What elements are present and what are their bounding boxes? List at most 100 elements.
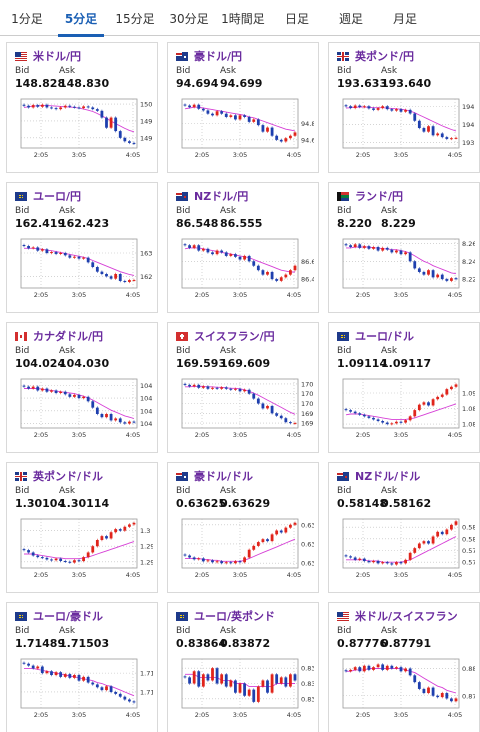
currency-pair-link[interactable]: 英ポンド/円 — [355, 50, 415, 63]
x-tick-label: 4:05 — [287, 291, 302, 299]
mini-chart[interactable]: 94.8 94.6 2:05 3:05 4:05 — [174, 95, 314, 167]
x-tick-label: 3:05 — [394, 431, 409, 439]
candle-body — [422, 402, 426, 405]
mini-chart[interactable]: 163 162.5 2:05 3:05 4:05 — [13, 235, 153, 307]
candle-body — [105, 117, 108, 128]
rate-card[interactable]: カナダドル/円BidAsk104.024104.030104.6104.4104… — [6, 322, 158, 453]
currency-pair-link[interactable]: NZドル/円 — [194, 190, 249, 203]
mini-chart[interactable]: 1.09 1.088 1.086 2:05 3:05 4:05 — [335, 375, 475, 447]
candle-body — [284, 274, 288, 278]
y-tick-label: 104 — [140, 420, 152, 428]
currency-pair-link[interactable]: 英ポンド/ドル — [33, 470, 104, 483]
tab-0[interactable]: 1分足 — [11, 11, 43, 26]
x-tick-label: 3:05 — [394, 291, 409, 299]
mini-chart[interactable]: 150 149.5 149 2:05 3:05 4:05 — [13, 95, 153, 167]
tab-2[interactable]: 15分足 — [115, 11, 155, 26]
candle-body — [188, 555, 191, 558]
candle-body — [114, 529, 118, 533]
candle-body — [183, 383, 187, 385]
y-tick-label: 0.579 — [462, 547, 475, 555]
rate-card[interactable]: 豪ドル/ドルBidAsk0.636250.636290.6360.6340.63… — [167, 462, 319, 593]
candle-body — [132, 522, 136, 525]
currency-pair-link[interactable]: ユーロ/ドル — [355, 330, 415, 343]
candle-body — [118, 131, 122, 138]
tab-1[interactable]: 5分足 — [54, 0, 108, 37]
candle-body — [197, 245, 201, 251]
candle-body — [399, 250, 403, 255]
bid-label: Bid — [15, 626, 30, 636]
candle-body — [86, 676, 90, 683]
x-tick-label: 2:05 — [356, 151, 371, 159]
mini-chart[interactable]: 0.581 0.58 0.579 0.578 2:05 3:05 4:05 — [335, 515, 475, 587]
candle-body — [50, 107, 53, 109]
currency-pair-link[interactable]: スイスフラン/円 — [194, 330, 275, 343]
candle-body — [431, 270, 435, 278]
rate-card[interactable]: スイスフラン/円BidAsk169.593169.609170.4170.217… — [167, 322, 319, 453]
tab-6[interactable]: 週足 — [338, 11, 363, 26]
mini-chart[interactable]: 86.6 86.4 2:05 3:05 4:05 — [174, 235, 314, 307]
currency-pair-link[interactable]: 豪ドル/円 — [194, 50, 243, 63]
mini-chart[interactable]: 0.636 0.634 0.632 2:05 3:05 4:05 — [174, 515, 314, 587]
currency-pair-link[interactable]: 米ドル/円 — [33, 50, 82, 63]
tab-7[interactable]: 月足 — [392, 11, 417, 26]
candle-body — [427, 270, 430, 275]
mini-chart[interactable]: 170.4 170.2 170 169.8 169.6 2:05 3:05 4:05 — [174, 375, 314, 447]
currency-pair-link[interactable]: ユーロ/英ポンド — [194, 610, 276, 623]
rate-card[interactable]: ユーロ/英ポンドBidAsk0.838640.838720.8390.83850… — [167, 602, 319, 732]
rate-card[interactable]: ランド/円 Bid Ask 8.220 8.229 8.26 8.24 8.22 2:05 3:0… — [328, 182, 480, 313]
currency-pair-link[interactable]: ユーロ/豪ドル — [33, 610, 104, 623]
currency-pair-link[interactable]: ユーロ/円 — [33, 190, 82, 203]
rate-card[interactable]: NZドル/円 Bid Ask 86.548 86.555 86.6 86.4 2:05 3:05… — [167, 182, 319, 313]
y-tick-label: 162.5 — [140, 273, 153, 281]
mini-chart[interactable]: 194.5 194 193.5 2:05 3:05 4:05 — [335, 95, 475, 167]
candle-body — [238, 388, 242, 392]
currency-pair-link[interactable]: ランド/円 — [355, 190, 404, 203]
bid-value: 1.30104 — [15, 497, 66, 510]
candle-body — [201, 674, 205, 687]
x-tick-label: 2:05 — [34, 711, 49, 719]
candle-body — [91, 546, 95, 553]
tab-5[interactable]: 日足 — [284, 11, 309, 26]
mini-chart[interactable]: 104.6 104.4 104.2 104 2:05 3:05 4:05 — [13, 375, 153, 447]
candle-body — [22, 104, 26, 106]
candle-body — [431, 687, 435, 696]
mini-chart[interactable]: 0.839 0.8385 0.838 2:05 3:05 4:05 — [174, 655, 314, 727]
mini-chart[interactable]: 8.26 8.24 8.22 2:05 3:05 4:05 — [335, 235, 475, 307]
bid-label: Bid — [337, 626, 352, 636]
candle-body — [427, 402, 430, 406]
bid-label: Bid — [15, 206, 30, 216]
candle-body — [197, 104, 201, 109]
candle-body — [63, 391, 67, 395]
mini-chart[interactable]: 1.718 1.716 2:05 3:05 4:05 — [13, 655, 153, 727]
candle-body — [279, 677, 283, 684]
candle-body — [404, 109, 407, 112]
tab-4[interactable]: 1時間足 — [221, 11, 265, 26]
currency-pair-link[interactable]: NZドル/ドル — [355, 470, 421, 483]
rate-card[interactable]: 豪ドル/円 Bid Ask 94.694 94.699 94.8 94.6 2:05 3:05 4… — [167, 42, 319, 173]
candle-body — [27, 246, 30, 249]
candle-body — [128, 699, 131, 702]
candle-body — [376, 419, 380, 421]
candle-body — [413, 675, 417, 683]
y-tick-label: 86.6 — [301, 258, 314, 266]
currency-pair-link[interactable]: カナダドル/円 — [33, 330, 104, 343]
candle-body — [36, 247, 40, 251]
candle-body — [68, 561, 72, 563]
tab-3[interactable]: 30分足 — [169, 11, 209, 26]
candle-body — [261, 539, 265, 543]
currency-pair-link[interactable]: 豪ドル/ドル — [194, 470, 254, 483]
candle-body — [234, 115, 237, 120]
candle-body — [73, 394, 76, 397]
currency-pair-link[interactable]: 米ドル/スイスフラン — [355, 610, 458, 623]
mini-chart[interactable]: 0.88 0.878 2:05 3:05 4:05 — [335, 655, 475, 727]
mini-chart[interactable]: 1.3 1.298 1.296 2:05 3:05 4:05 — [13, 515, 153, 587]
candle-body — [381, 562, 385, 564]
